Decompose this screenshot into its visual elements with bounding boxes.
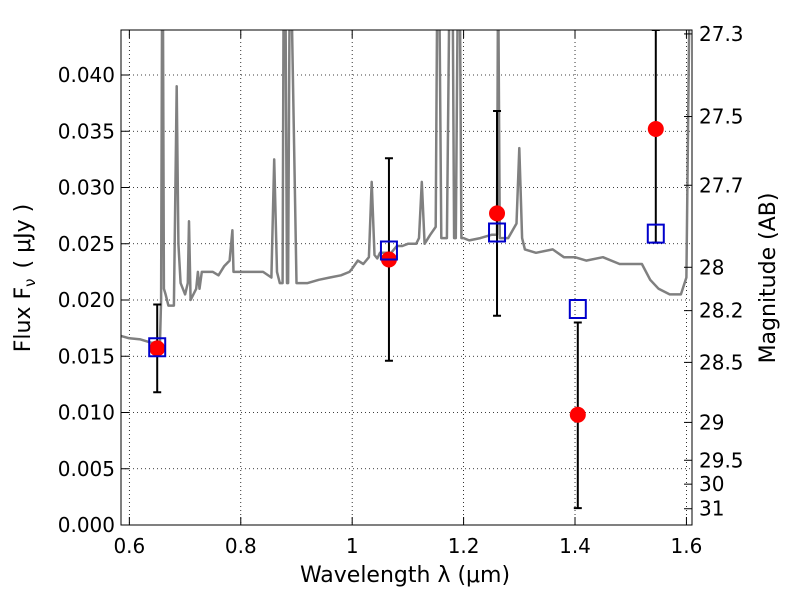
y-tick-label: 0.025 (58, 232, 115, 256)
model-photometry-point (379, 240, 398, 261)
magnitude-tick-label: 29.5 (699, 448, 744, 472)
y-axis-label-main: Flux F (11, 287, 36, 352)
plot-content (121, 30, 691, 510)
x-tick-label: 1.6 (671, 534, 703, 558)
magnitude-tick-label: 27.5 (699, 105, 744, 129)
y-axis-label-unit: ( μJy ) (11, 204, 36, 269)
x-axis-ticks: 0.6 0.8 1 1.2 1.4 1.6 (113, 30, 702, 558)
magnitude-tick-label: 28.5 (699, 350, 744, 374)
magnitude-tick-label: 28 (699, 255, 724, 279)
y-axis-ticks: 0.000 0.005 0.010 0.015 0.020 0.025 0.030 0.035… (58, 63, 129, 537)
model-photometry-point (646, 223, 665, 244)
x-tick-label: 1.2 (448, 534, 480, 558)
model-photometry-point (488, 222, 507, 243)
magnitude-tick-label: 30 (699, 472, 724, 496)
y-tick-label: 0.020 (58, 288, 115, 312)
observed-point (569, 406, 586, 423)
observed-point (489, 205, 506, 222)
x-tick-label: 0.8 (225, 534, 257, 558)
plot-frame (120, 29, 693, 526)
magnitude-tick-label: 29 (699, 410, 724, 434)
x-axis-label: Wavelength λ (μm) (300, 563, 510, 588)
magnitude-tick-label: 27.3 (699, 22, 744, 46)
magnitude-tick-label: 31 (699, 497, 724, 521)
x-tick-label: 1 (346, 534, 359, 558)
y-tick-label: 0.010 (58, 401, 115, 425)
model-photometry-point (568, 299, 587, 319)
observed-point (647, 121, 664, 137)
y-tick-label: 0.040 (58, 63, 115, 87)
y-tick-label: 0.015 (58, 344, 115, 368)
y-tick-label: 0.000 (58, 513, 115, 537)
clipped-plot-area (121, 30, 691, 510)
y-axis-label: Flux Fν ( μJy ) (11, 204, 39, 352)
magnitude-axis-label: Magnitude (AB) (756, 193, 781, 364)
y-tick-label: 0.005 (58, 457, 115, 481)
magnitude-tick-label: 28.2 (699, 299, 744, 323)
model-spectrum-line (121, 30, 691, 345)
model-photometry-point (148, 337, 167, 358)
grid-lines (121, 30, 692, 526)
observed-point (149, 340, 166, 357)
magnitude-tick-label: 27.7 (699, 173, 744, 197)
y-axis-label-subscript: ν (21, 278, 39, 286)
x-tick-label: 1.4 (559, 534, 591, 558)
y-tick-label: 0.035 (58, 119, 115, 143)
x-tick-label: 0.6 (113, 534, 145, 558)
y-tick-label: 0.030 (58, 176, 115, 200)
